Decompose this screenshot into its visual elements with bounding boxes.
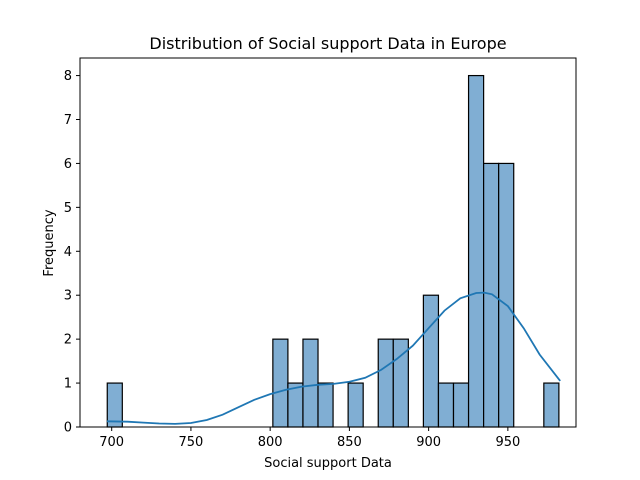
- x-tick-label: 900: [416, 435, 441, 450]
- y-tick-label: 4: [64, 245, 72, 260]
- x-tick-label: 800: [258, 435, 283, 450]
- plot-frame: [79, 57, 577, 428]
- y-tick-label: 5: [64, 201, 72, 216]
- y-tick-label: 7: [64, 113, 72, 128]
- chart-title: Distribution of Social support Data in E…: [149, 34, 506, 53]
- histogram-bar: [302, 338, 319, 428]
- histogram-bar: [347, 382, 364, 428]
- histogram-bar: [467, 74, 485, 428]
- histogram-bar: [106, 382, 123, 428]
- histogram-bar: [437, 382, 455, 428]
- histogram-bar: [272, 338, 289, 428]
- y-tick-label: 2: [64, 333, 72, 348]
- x-tick-label: 950: [495, 435, 520, 450]
- y-axis-label: Frequency: [42, 209, 57, 276]
- kde-line: [106, 291, 561, 425]
- histogram-bar: [483, 162, 500, 428]
- bars-group: [106, 74, 560, 428]
- y-tick-label: 8: [64, 69, 72, 84]
- x-tick-label: 850: [337, 435, 362, 450]
- histogram-bar: [498, 162, 515, 428]
- y-tick-label: 0: [64, 421, 72, 436]
- histogram-bar: [543, 382, 560, 428]
- y-tick-label: 6: [64, 157, 72, 172]
- y-tick-label: 1: [64, 377, 72, 392]
- x-axis: 700 750 800 850 900 950: [99, 427, 520, 450]
- x-axis-label: Social support Data: [264, 456, 392, 471]
- y-axis: 0 1 2 3 4 5 6 7 8: [64, 69, 80, 436]
- histogram-bar: [452, 382, 470, 428]
- histogram-bar: [317, 382, 334, 428]
- histogram-bar: [422, 294, 440, 428]
- histogram-bar: [377, 338, 394, 428]
- x-tick-label: 750: [179, 435, 204, 450]
- y-tick-label: 3: [64, 289, 72, 304]
- x-tick-label: 700: [99, 435, 124, 450]
